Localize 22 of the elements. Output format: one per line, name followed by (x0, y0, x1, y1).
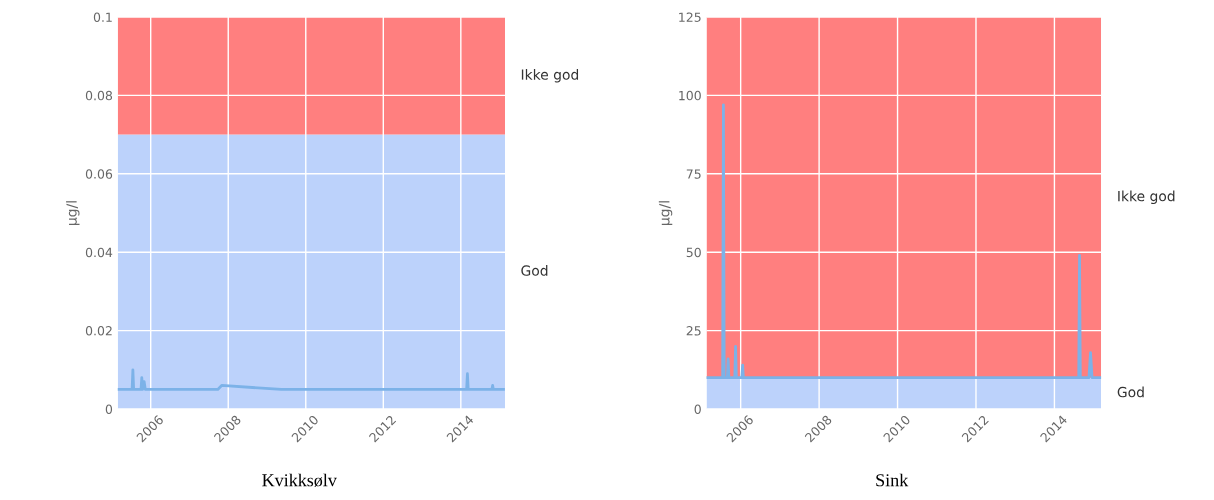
y-axis-title: µg/l (658, 201, 673, 225)
text: Kvikksølv (262, 473, 337, 487)
y-tick-label: 0 (105, 404, 113, 414)
y-tick-label: 0.04 (85, 247, 113, 258)
y-tick-label: 25 (686, 326, 701, 336)
line-series (117, 368, 505, 391)
y-tick-label: 125 (679, 12, 701, 22)
y-axis-title: µg/l (66, 201, 80, 225)
y-tick-label: 50 (686, 247, 701, 258)
band-label: God (1117, 386, 1144, 398)
y-tick-label: 0 (694, 404, 701, 414)
y-tick-label: 0.1 (93, 12, 112, 22)
text: Sink (876, 473, 909, 487)
line-series (706, 103, 1102, 380)
y-tick-label: 0.08 (85, 90, 113, 101)
band-label: Ikke god (521, 69, 579, 83)
y-tick-label: 0.02 (85, 326, 112, 336)
y-tick-label: 75 (686, 169, 701, 179)
band-label: Ikke god (1118, 190, 1175, 205)
band-label: God (521, 265, 548, 276)
y-tick-label: 100 (679, 90, 701, 101)
y-tick-label: 0.06 (85, 169, 113, 179)
